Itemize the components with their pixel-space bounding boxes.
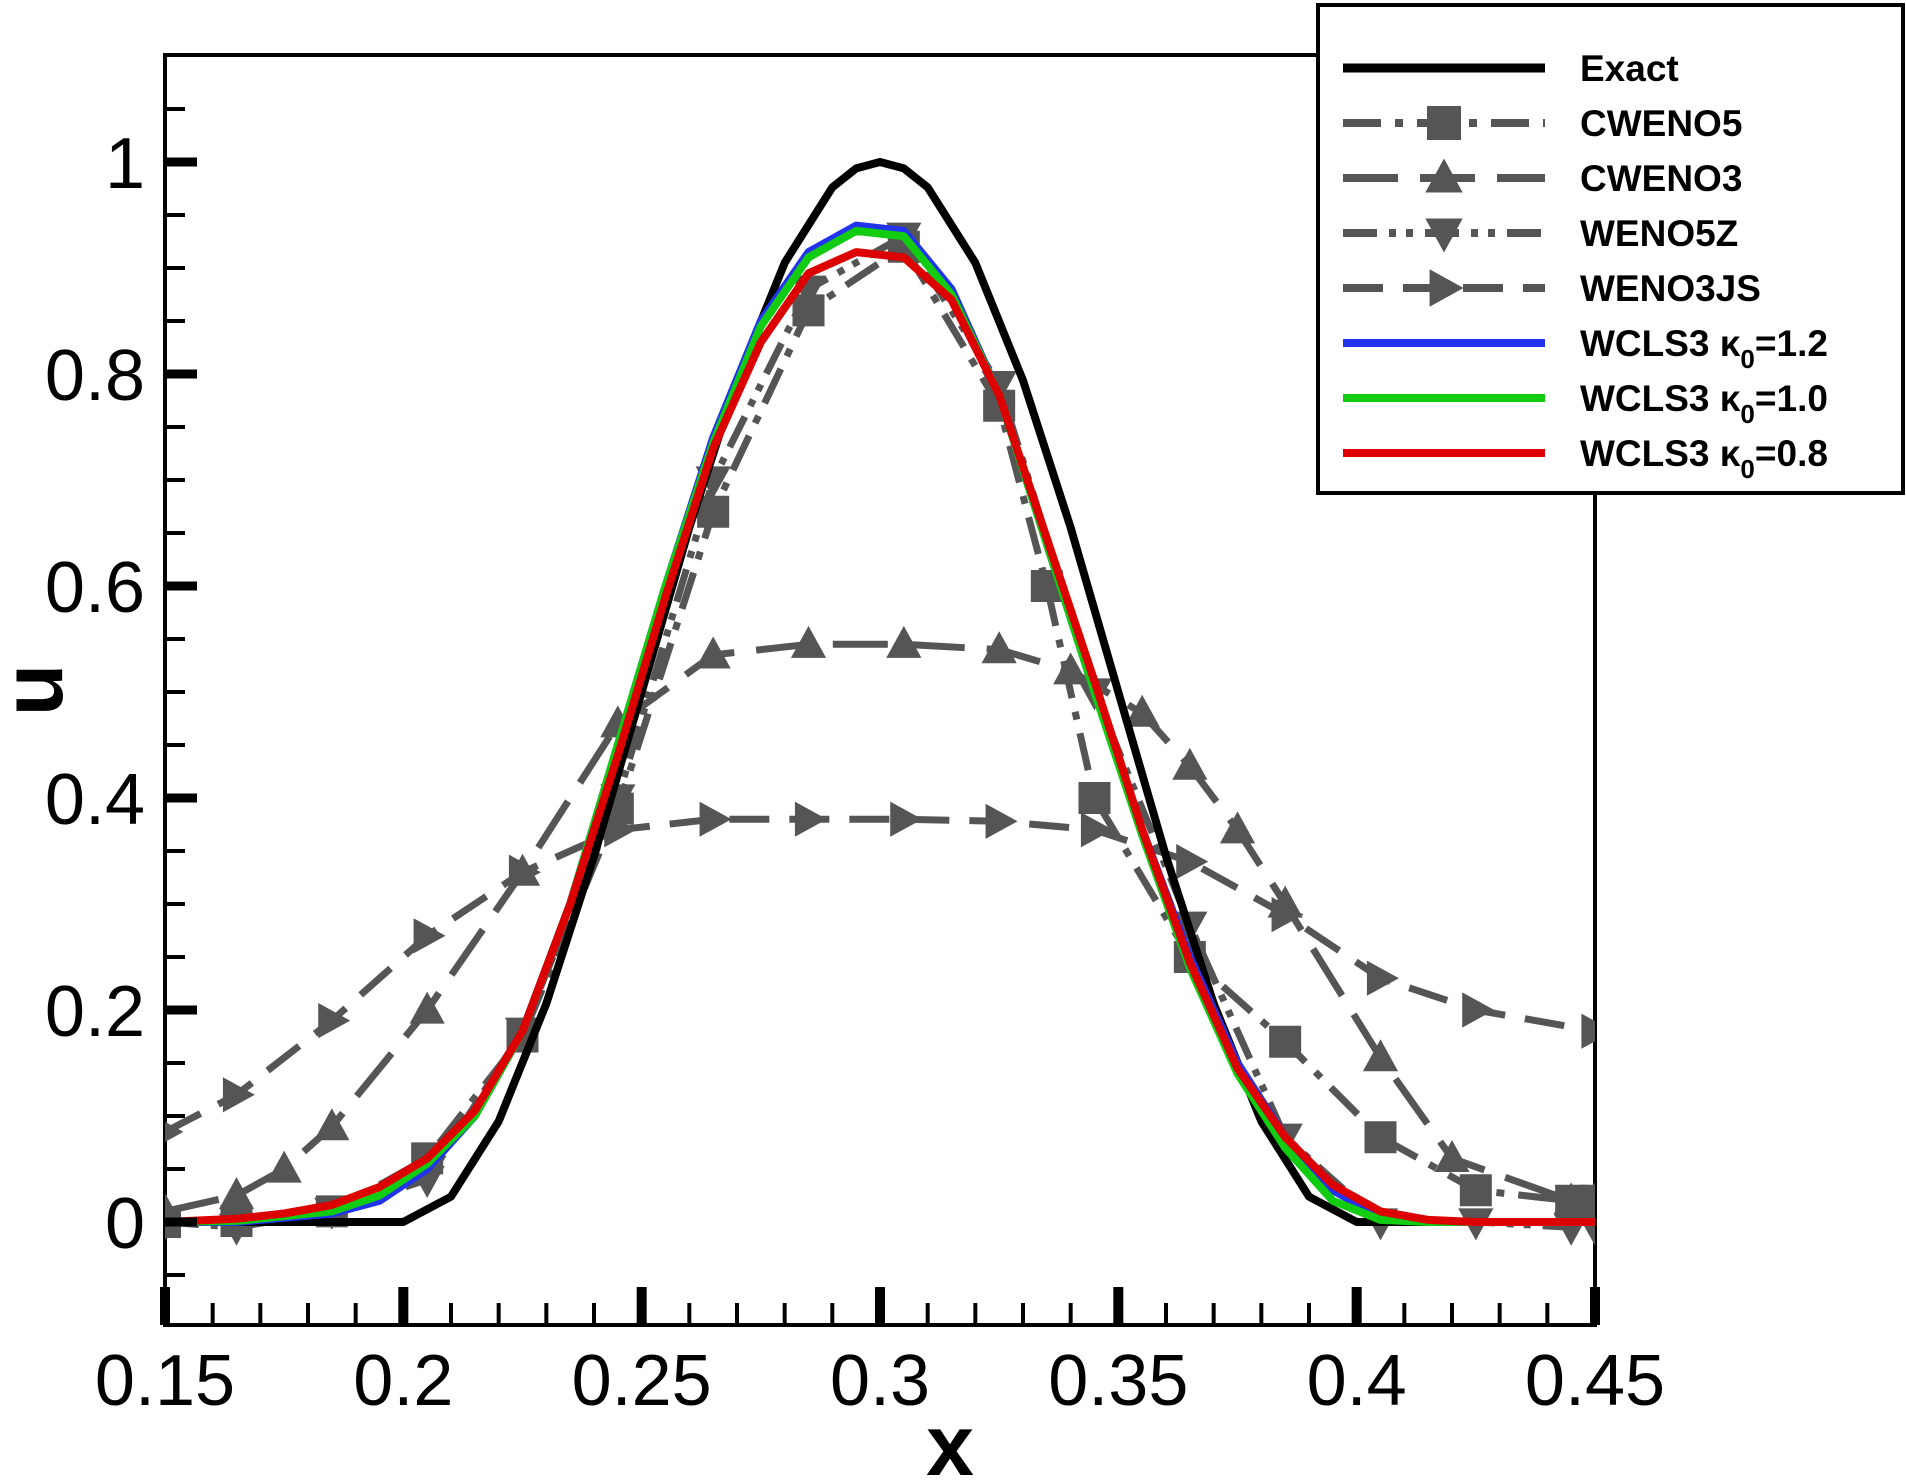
- series-marker-weno3js: [985, 803, 1018, 839]
- series-marker-cweno3: [409, 991, 445, 1024]
- series-marker-cweno5: [792, 294, 825, 327]
- legend-marker-weno3js: [1429, 269, 1464, 307]
- x-tick-label: 0.2: [353, 1341, 453, 1421]
- x-axis-title: x: [926, 1398, 974, 1484]
- series-marker-cweno3: [790, 625, 827, 658]
- series-marker-cweno3: [1172, 747, 1208, 780]
- series-marker-cweno5: [1269, 1025, 1302, 1058]
- series-marker-weno3js: [1080, 812, 1113, 848]
- series-marker-cweno3: [266, 1150, 302, 1183]
- series-line-cweno3: [165, 640, 1595, 1215]
- series-marker-weno3js: [699, 801, 732, 837]
- series-marker-cweno5: [1459, 1174, 1492, 1207]
- series-marker-weno3js: [794, 801, 827, 837]
- series-marker-weno3js: [604, 812, 637, 848]
- y-tick-label: 0.4: [45, 760, 145, 840]
- series-marker-weno3js: [1271, 897, 1304, 933]
- series-marker-weno3js: [413, 918, 446, 954]
- series-marker-cweno3: [314, 1108, 350, 1141]
- x-tick-label: 0.45: [1525, 1341, 1665, 1421]
- legend-marker-cweno3: [1425, 158, 1463, 193]
- legend-label-weno3js: WENO3JS: [1580, 268, 1761, 309]
- series-marker-cweno3: [1362, 1039, 1399, 1072]
- legend-label-cweno5: CWENO5: [1580, 103, 1742, 144]
- legend-label-wcls3-k0-1-2: WCLS3 κ0=1.2: [1580, 323, 1828, 374]
- x-tick-label: 0.15: [95, 1341, 235, 1421]
- series-marker-weno3js: [1366, 960, 1399, 996]
- series-marker-cweno3: [886, 625, 922, 658]
- series-marker-cweno5: [1364, 1121, 1397, 1154]
- series-marker-weno3js: [1581, 1013, 1595, 1049]
- series-marker-cweno3: [1124, 694, 1160, 727]
- x-tick-label: 0.3: [830, 1341, 930, 1421]
- series-marker-cweno3: [218, 1177, 255, 1210]
- series-marker-cweno3: [981, 631, 1017, 664]
- x-tick-label: 0.4: [1307, 1341, 1407, 1421]
- series-marker-weno3js: [1462, 992, 1495, 1028]
- x-tick-label: 0.35: [1048, 1341, 1188, 1421]
- series-marker-weno3js: [890, 801, 923, 837]
- legend-label-cweno3: CWENO3: [1580, 158, 1742, 199]
- y-tick-label: 0.2: [45, 972, 145, 1052]
- series-marker-cweno3: [1577, 1182, 1595, 1215]
- legend: Exact CWENO5 CWENO3 WENO5Z WENO3JS WCLS3 κ0=1…: [1316, 3, 1905, 495]
- series-line-weno3js: [165, 815, 1595, 1136]
- plot-area: [165, 158, 1595, 1246]
- legend-label-wcls3-k0-1-0: WCLS3 κ0=1.0: [1580, 378, 1828, 429]
- y-tick-label: 0.8: [45, 336, 145, 416]
- legend-label-weno5z: WENO5Z: [1580, 213, 1738, 254]
- series-marker-cweno3: [695, 636, 731, 669]
- y-axis-title: u: [0, 664, 81, 717]
- y-tick-label: 1: [105, 124, 145, 204]
- series-marker-cweno3: [1553, 1182, 1589, 1215]
- legend-marker-cweno5: [1427, 106, 1461, 140]
- legend-label-exact: Exact: [1580, 48, 1679, 89]
- series-line-wcls3-k0-0-8: [165, 248, 1595, 1226]
- series-marker-weno3js: [222, 1077, 255, 1113]
- legend-box: [1316, 3, 1905, 495]
- series-marker-cweno3: [1434, 1140, 1470, 1172]
- series-marker-weno3js: [1176, 844, 1209, 880]
- legend-marker-weno5z: [1425, 218, 1463, 253]
- y-tick-label: 0: [105, 1184, 145, 1264]
- y-tick-label: 0.6: [45, 548, 145, 628]
- axes: 0 0.2 0.4 0.6 0.8 1 0.15 0.2 0.25 0.3 0.35 0.4 0.45: [45, 107, 1665, 1421]
- series-marker-weno3js: [508, 854, 541, 890]
- series-marker-weno3js: [165, 1121, 184, 1143]
- legend-label-wcls3-k0-0-8: WCLS3 κ0=0.8: [1580, 433, 1828, 484]
- x-tick-label: 0.25: [572, 1341, 712, 1421]
- series-marker-weno3js: [318, 1003, 351, 1039]
- series-marker-cweno5: [1078, 782, 1111, 814]
- series-marker-cweno3: [1053, 652, 1089, 685]
- series-marker-cweno3: [1219, 811, 1256, 844]
